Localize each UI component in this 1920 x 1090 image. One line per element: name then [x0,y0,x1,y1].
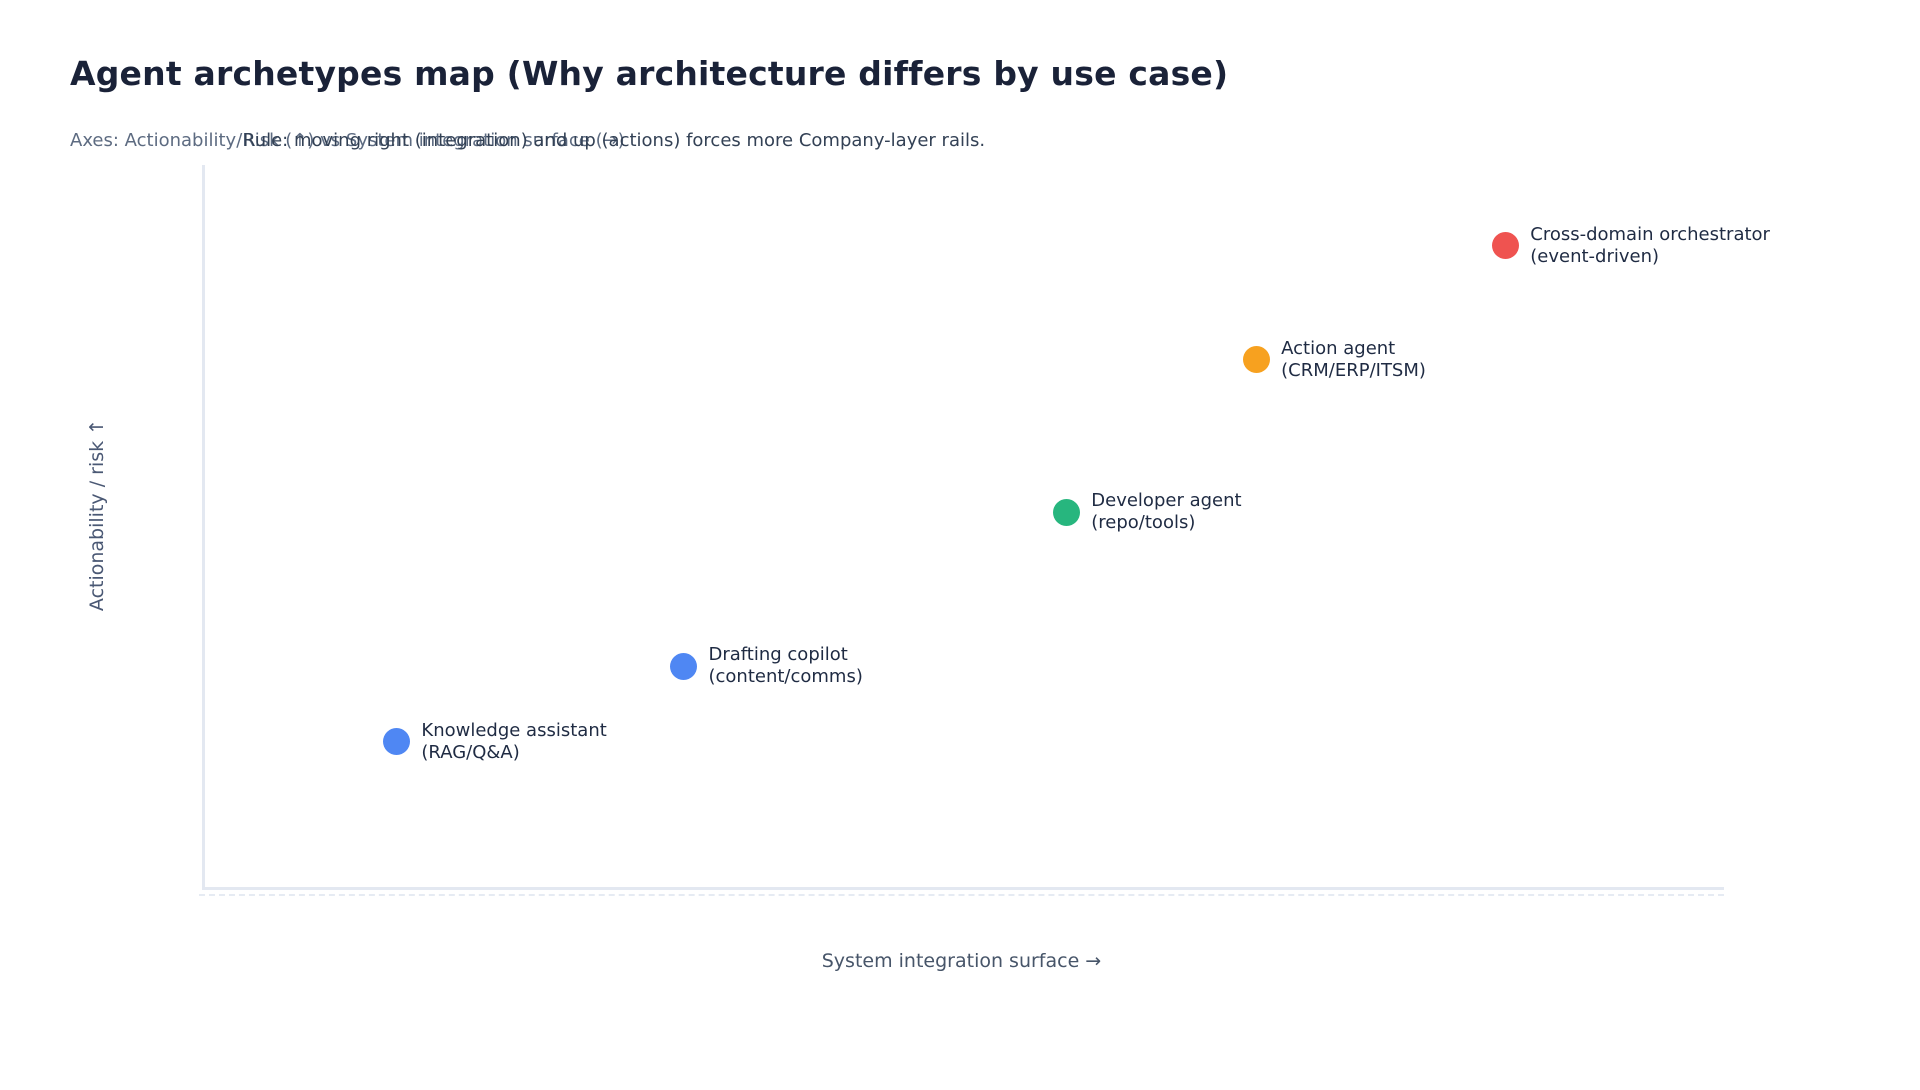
developer-agent-label: Developer agent (repo/tools) [1091,490,1242,534]
cross-domain-orchestrator-label: Cross-domain orchestrator (event-driven) [1530,223,1770,267]
subtitle-rule-note: Rule: moving right (integration) and up … [243,130,986,151]
developer-agent-dot [1052,498,1080,526]
knowledge-assistant-label: Knowledge assistant (RAG/Q&A) [421,719,607,763]
drafting-copilot-label: Drafting copilot (content/comms) [708,644,863,688]
subtitle-axes-note: Axes: Actionability/Risk (↑) vs System i… [70,130,625,151]
x-axis-label: System integration surface → [821,950,1102,972]
drafting-copilot-dot [669,652,697,680]
y-axis-label: Actionability / risk ↑ [86,418,108,612]
knowledge-assistant-dot [382,728,410,756]
action-agent-dot [1242,346,1270,374]
cross-domain-orchestrator-dot [1491,232,1519,260]
page-title: Agent archetypes map (Why architecture d… [70,54,1229,93]
plot-area: Knowledge assistant (RAG/Q&A) Drafting cop… [199,165,1770,896]
action-agent-label: Action agent (CRM/ERP/ITSM) [1281,337,1426,381]
